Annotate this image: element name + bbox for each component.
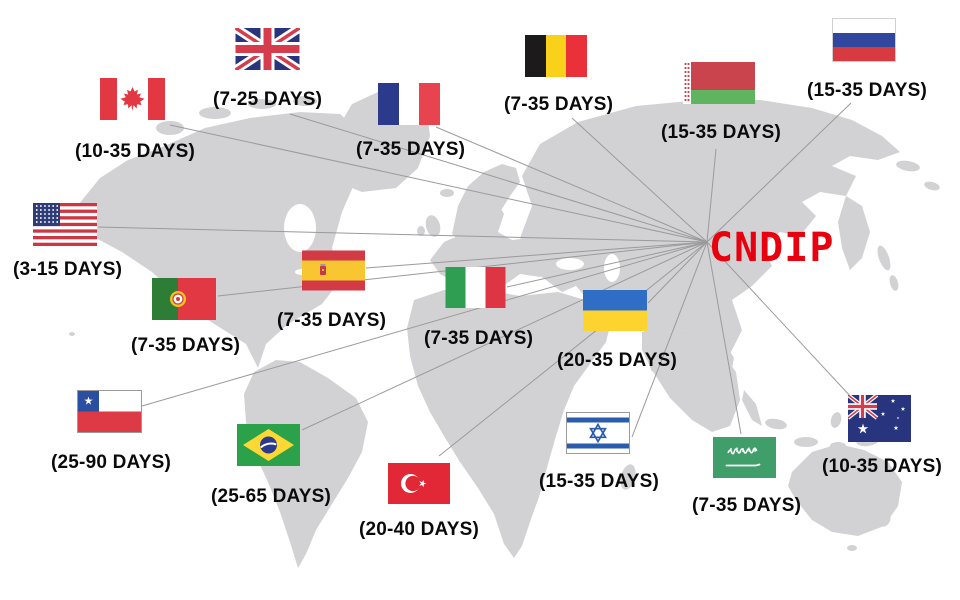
spain-flag bbox=[302, 250, 365, 291]
portugal-flag bbox=[152, 278, 216, 320]
portugal-days-label: (7-35 DAYS) bbox=[131, 335, 241, 356]
route-line-usa bbox=[97, 226, 708, 243]
canada-flag bbox=[100, 78, 165, 120]
route-line-chile bbox=[141, 241, 708, 407]
saudi-arabia-flag bbox=[713, 437, 776, 478]
route-line-italy bbox=[506, 241, 708, 288]
chile-days-label: (25-90 DAYS) bbox=[51, 452, 171, 473]
brazil-days-label: (25-65 DAYS) bbox=[211, 486, 331, 507]
belarus-flag bbox=[683, 62, 755, 104]
usa-flag bbox=[33, 203, 97, 246]
chile-flag bbox=[78, 391, 141, 432]
russia-days-label: (15-35 DAYS) bbox=[807, 80, 927, 101]
uk-flag bbox=[235, 28, 300, 70]
australia-days-label: (10-35 DAYS) bbox=[822, 456, 942, 477]
route-line-belgium bbox=[571, 117, 708, 243]
turkey-days-label: (20-40 DAYS) bbox=[359, 519, 479, 540]
canada-days-label: (10-35 DAYS) bbox=[75, 141, 195, 162]
route-line-russia bbox=[706, 102, 852, 243]
route-line-australia bbox=[706, 241, 853, 399]
australia-flag bbox=[848, 395, 911, 442]
belgium-days-label: (7-35 DAYS) bbox=[504, 94, 614, 115]
italy-flag bbox=[445, 267, 506, 308]
belarus-days-label: (15-35 DAYS) bbox=[661, 122, 781, 143]
uk-days-label: (7-25 DAYS) bbox=[213, 89, 323, 110]
italy-days-label: (7-35 DAYS) bbox=[424, 328, 534, 349]
belgium-flag bbox=[525, 35, 587, 77]
france-days-label: (7-35 DAYS) bbox=[356, 139, 466, 160]
route-line-canada bbox=[169, 124, 708, 243]
brand-name: CNDIP bbox=[709, 225, 835, 271]
route-line-belarus bbox=[706, 148, 717, 243]
russia-flag bbox=[833, 19, 895, 61]
israel-flag bbox=[567, 413, 629, 453]
route-line-ukraine bbox=[647, 241, 708, 304]
france-flag bbox=[378, 83, 440, 125]
usa-days-label: (3-15 DAYS) bbox=[13, 259, 123, 280]
route-line-turkey bbox=[438, 241, 708, 457]
ukraine-days-label: (20-35 DAYS) bbox=[557, 350, 677, 371]
spain-days-label: (7-35 DAYS) bbox=[277, 310, 387, 331]
route-line-france bbox=[435, 126, 708, 243]
route-line-uk bbox=[289, 113, 708, 243]
route-line-saudi bbox=[706, 241, 742, 435]
ukraine-flag bbox=[583, 290, 647, 331]
israel-days-label: (15-35 DAYS) bbox=[539, 471, 659, 492]
route-line-brazil bbox=[301, 241, 708, 431]
route-line-spain bbox=[365, 241, 708, 269]
brazil-flag bbox=[237, 424, 300, 466]
turkey-flag bbox=[388, 463, 450, 504]
saudi-days-label: (7-35 DAYS) bbox=[692, 495, 802, 516]
route-line-israel bbox=[631, 241, 708, 438]
